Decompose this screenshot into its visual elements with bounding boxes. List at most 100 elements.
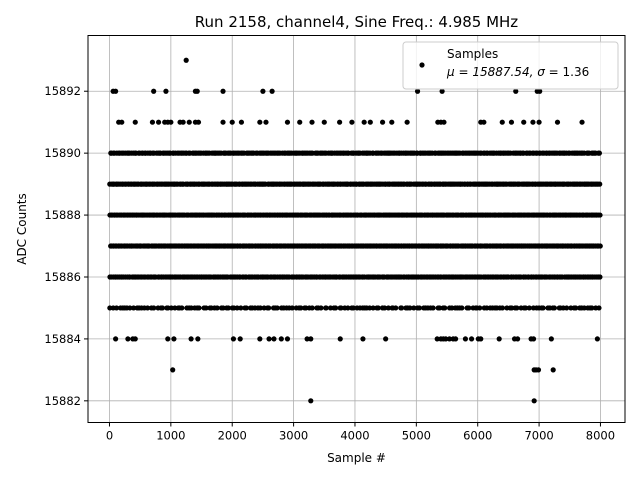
sample-point-outlier	[481, 119, 487, 125]
y-axis-label: ADC Counts	[15, 193, 29, 265]
sample-point-outlier	[304, 336, 310, 342]
sample-point-outlier	[278, 336, 284, 342]
sample-point	[298, 305, 304, 311]
sample-point-outlier	[165, 336, 171, 342]
legend-label: Samples	[447, 47, 498, 61]
sample-point-outlier	[119, 119, 125, 125]
x-tick-label: 2000	[218, 429, 247, 443]
x-tick-label: 6000	[463, 429, 492, 443]
sample-point-outlier	[337, 119, 343, 125]
sample-point-outlier	[439, 88, 445, 94]
sample-point	[318, 305, 324, 311]
sample-point	[514, 305, 520, 311]
sample-point	[564, 305, 570, 311]
legend-stats-mu: μ = 15887.54,	[446, 65, 537, 79]
sample-point-outlier	[132, 336, 138, 342]
x-axis-label: Sample #	[327, 451, 386, 465]
sample-point	[573, 305, 579, 311]
sample-point	[430, 305, 436, 311]
sample-point-outlier	[237, 336, 243, 342]
sample-point-outlier	[462, 336, 469, 342]
sample-point-outlier	[195, 119, 202, 125]
legend-marker	[419, 62, 425, 68]
sample-point-outlier	[132, 119, 138, 125]
sample-point	[144, 305, 151, 311]
sample-point-outlier	[453, 336, 459, 342]
sample-point-outlier	[360, 336, 366, 342]
sample-point-outlier	[171, 336, 177, 342]
y-tick-label: 15890	[44, 146, 81, 160]
x-tick-label: 7000	[524, 429, 553, 443]
sample-point-outlier	[125, 336, 131, 342]
data-points	[107, 57, 603, 404]
sample-point	[274, 305, 280, 311]
sample-point-outlier	[521, 119, 527, 125]
sample-point	[597, 212, 603, 218]
sample-point-outlier	[238, 119, 245, 125]
sample-point	[436, 305, 443, 311]
y-tick-label: 15892	[44, 84, 81, 98]
sample-point-outlier	[531, 398, 537, 404]
sample-point	[407, 305, 413, 311]
sample-point	[399, 305, 405, 311]
sample-point-outlier	[530, 336, 537, 342]
sample-point	[266, 305, 272, 311]
sample-point-outlier	[155, 119, 162, 125]
sample-point	[375, 305, 381, 311]
sample-point-outlier	[321, 119, 327, 125]
sample-point	[243, 305, 249, 311]
sample-point-outlier	[446, 336, 453, 342]
sample-point-outlier	[361, 119, 367, 125]
sample-point	[225, 305, 231, 311]
sample-point-outlier	[113, 336, 119, 342]
chart-title: Run 2158, channel4, Sine Freq.: 4.985 MH…	[195, 13, 519, 31]
sample-point-outlier	[257, 336, 263, 342]
sample-point	[214, 305, 220, 311]
sample-point	[477, 305, 483, 311]
sample-point-outlier	[441, 119, 447, 125]
sample-point	[323, 305, 329, 311]
legend-box	[402, 41, 619, 90]
sample-point	[526, 305, 532, 311]
sample-point-outlier	[550, 367, 556, 373]
sample-point	[416, 305, 423, 311]
sample-point	[196, 305, 202, 311]
sample-point	[345, 305, 351, 311]
legend-stats-value: = 1.36	[545, 65, 589, 79]
sample-point-outlier	[308, 336, 314, 342]
sample-point-outlier	[269, 88, 275, 94]
sample-point	[596, 150, 603, 156]
sample-point-outlier	[515, 336, 521, 342]
sample-point	[382, 305, 388, 311]
sample-point-outlier	[195, 336, 201, 342]
sample-point	[113, 305, 120, 311]
x-tick-label: 4000	[340, 429, 369, 443]
sample-point-outlier	[379, 119, 386, 125]
sample-point	[333, 305, 339, 311]
sample-point	[551, 305, 558, 311]
sample-point-outlier	[548, 336, 554, 342]
sample-point	[179, 305, 185, 311]
sample-point	[589, 305, 595, 311]
sample-point-outlier	[309, 119, 315, 125]
sample-point	[540, 305, 546, 311]
sample-point-outlier	[271, 336, 277, 342]
sample-point-outlier	[188, 336, 194, 342]
sample-point-outlier	[168, 119, 174, 125]
sample-point-outlier	[308, 398, 314, 404]
sample-point-outlier	[194, 88, 200, 94]
plot-frame	[87, 35, 626, 423]
y-tick-label: 15888	[44, 208, 81, 222]
sample-point	[370, 305, 376, 311]
sample-point	[350, 305, 356, 311]
sample-point-outlier	[260, 88, 266, 94]
sample-point	[597, 181, 603, 187]
y-tick-label: 15884	[44, 332, 81, 346]
sample-point-outlier	[496, 336, 502, 342]
x-tick-label: 5000	[402, 429, 431, 443]
sample-point-outlier	[263, 119, 269, 125]
sample-point-outlier	[478, 336, 484, 342]
sample-point-outlier	[183, 57, 189, 63]
sample-point-outlier	[468, 336, 475, 342]
